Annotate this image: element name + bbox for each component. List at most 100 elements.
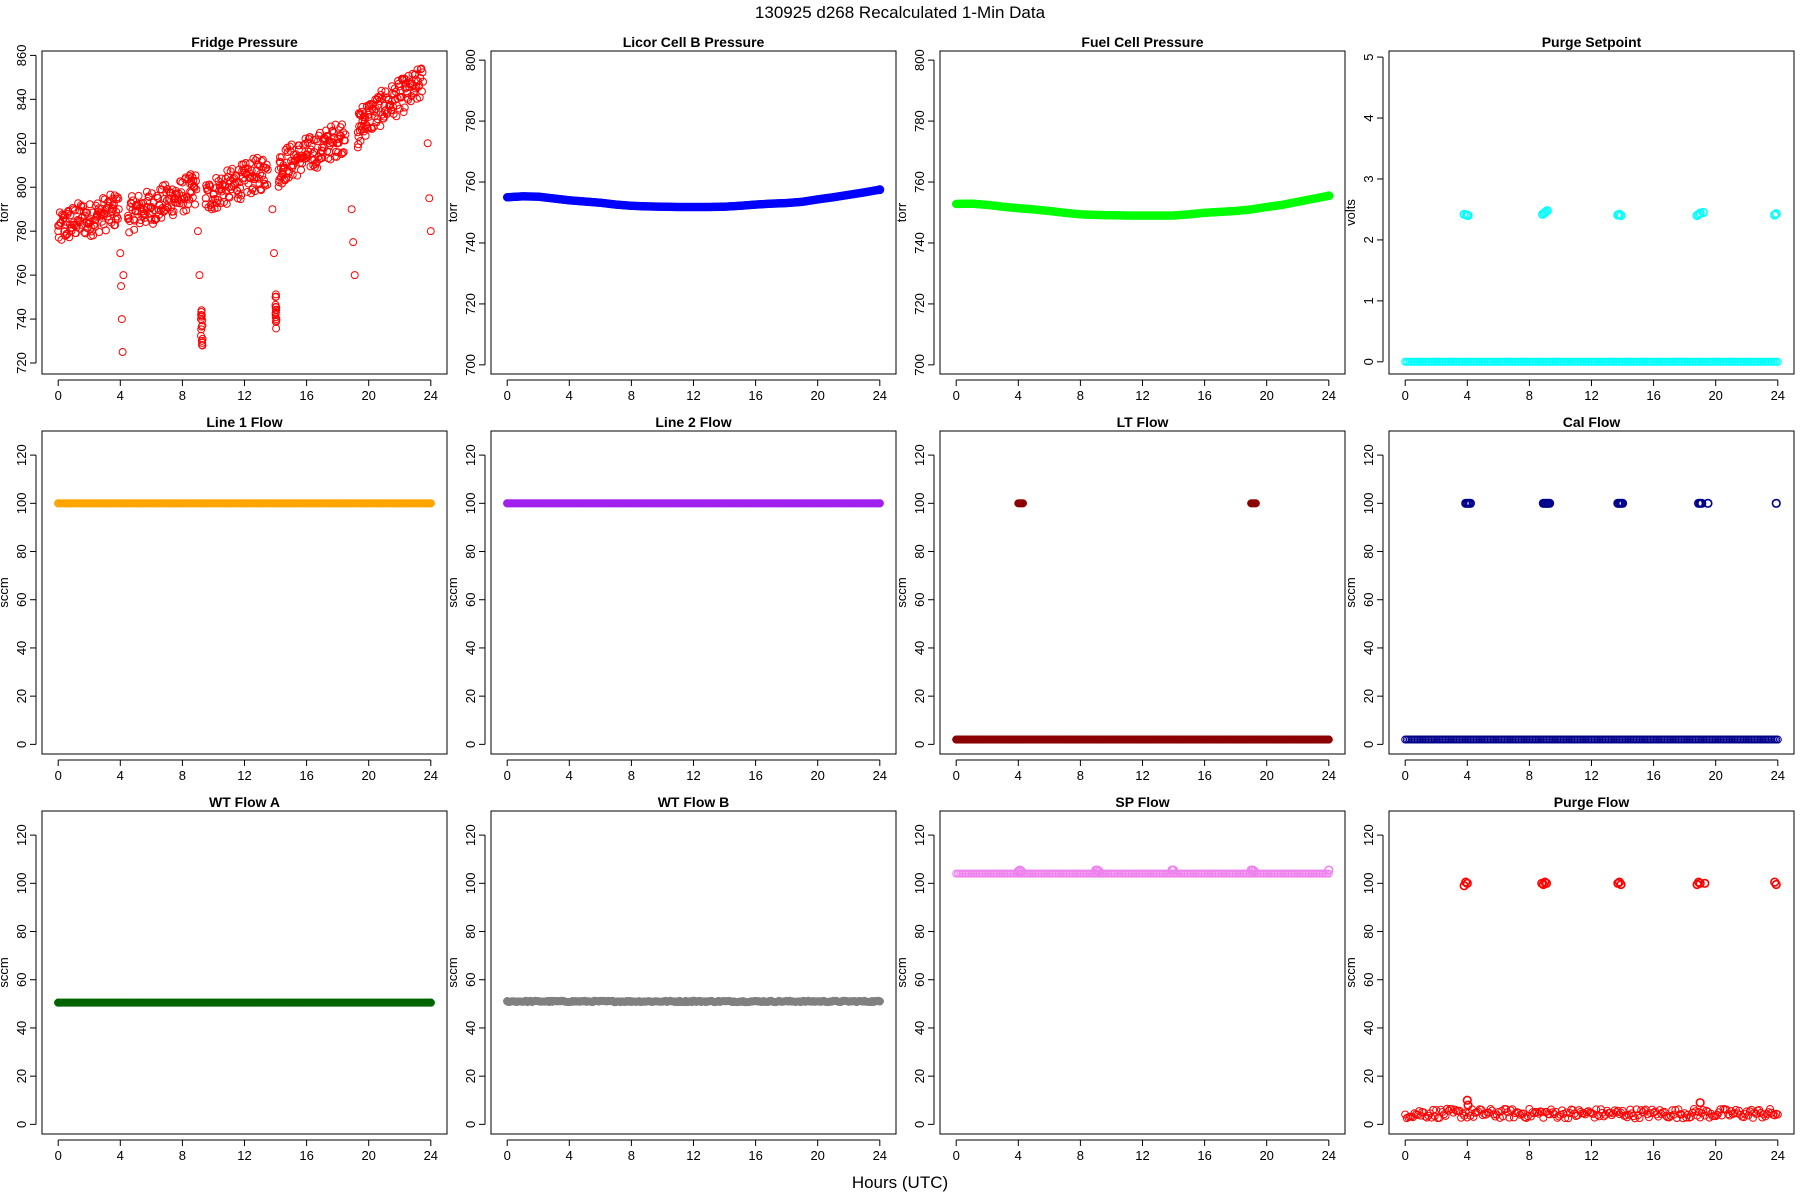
data-point [1614, 209, 1625, 219]
y-tick-label: 720 [14, 352, 29, 374]
data-point [243, 164, 252, 173]
data-point [237, 191, 246, 200]
data-point [168, 211, 177, 220]
data-point [113, 192, 122, 201]
data-point [268, 205, 277, 214]
x-tick-label: 0 [504, 1148, 511, 1163]
x-tick-label: 4 [1015, 768, 1022, 783]
data-point [285, 142, 294, 151]
y-tick-label: 60 [1361, 972, 1376, 986]
data-point [97, 204, 106, 213]
x-tick-label: 4 [1464, 388, 1471, 403]
x-tick-label: 16 [748, 768, 762, 783]
data-point [198, 321, 207, 330]
panel: LT Flow sccm 0 4 8 12 16 20 24 0 20 40 60 80 100 120 [894, 414, 1346, 783]
data-point [368, 104, 377, 113]
x-tick-label: 16 [1197, 1148, 1211, 1163]
data-point [1324, 735, 1333, 744]
data-point [165, 194, 174, 203]
y-tick-label: 100 [463, 492, 478, 514]
data-point [134, 191, 143, 200]
x-tick-label: 12 [1584, 1148, 1598, 1163]
data-point [337, 150, 346, 159]
x-tick-label: 8 [1526, 1148, 1533, 1163]
data-point [1542, 206, 1552, 216]
data-point [329, 138, 338, 147]
data-point [198, 338, 207, 347]
panel-title: WT Flow A [209, 794, 280, 810]
plot-frame [939, 430, 1346, 755]
data-point [338, 149, 347, 158]
data-point [400, 103, 409, 112]
x-tick-label: 8 [1077, 388, 1084, 403]
y-axis-label: sccm [0, 577, 11, 607]
data-point [375, 97, 384, 106]
panel: SP Flow sccm 0 4 8 12 16 20 24 0 20 40 60 80 100 120 [894, 794, 1346, 1163]
y-tick-label: 100 [14, 872, 29, 894]
panel-title: Purge Setpoint [1542, 34, 1642, 50]
panel-title: Licor Cell B Pressure [623, 34, 765, 50]
plot-frame [490, 430, 897, 755]
y-tick-label: 800 [463, 49, 478, 71]
x-tick-label: 24 [424, 1148, 438, 1163]
y-tick-label: 40 [912, 1021, 927, 1035]
x-tick-label: 20 [1259, 768, 1273, 783]
y-tick-label: 780 [463, 110, 478, 132]
x-tick-label: 16 [299, 388, 313, 403]
panel-title: SP Flow [1115, 794, 1169, 810]
x-tick-label: 20 [361, 388, 375, 403]
y-tick-label: 80 [912, 924, 927, 938]
x-tick-label: 16 [748, 1148, 762, 1163]
y-tick-label: 720 [463, 293, 478, 315]
y-tick-label: 740 [14, 308, 29, 330]
data-point [272, 303, 281, 312]
x-tick-label: 16 [299, 1148, 313, 1163]
data-point [178, 199, 187, 208]
y-tick-label: 120 [14, 444, 29, 466]
data-point [169, 207, 178, 216]
data-point [263, 180, 272, 189]
data-point [1018, 499, 1028, 508]
y-axis-label: torr [0, 202, 11, 222]
data-point [89, 231, 98, 240]
panel-title: Fridge Pressure [191, 34, 298, 50]
data-point [272, 305, 281, 314]
y-axis-label: torr [894, 202, 909, 222]
y-tick-label: 80 [1361, 924, 1376, 938]
x-tick-label: 4 [117, 768, 124, 783]
data-point [116, 249, 125, 258]
data-point [147, 215, 156, 224]
x-tick-label: 24 [1771, 768, 1785, 783]
plot-frame [1388, 430, 1795, 755]
data-point [176, 177, 185, 186]
data-point [393, 94, 402, 103]
y-tick-label: 20 [912, 1069, 927, 1083]
x-tick-label: 20 [1708, 388, 1722, 403]
data-point [1251, 499, 1260, 508]
data-point [191, 171, 200, 180]
panel: Line 2 Flow sccm 0 4 8 12 16 20 24 0 20 40 60 80 100 12… [445, 414, 897, 783]
panel: Fridge Pressure torr 0 4 8 12 16 20 24 720 740 760 7… [0, 34, 448, 403]
y-tick-label: 20 [14, 689, 29, 703]
data-point [1771, 498, 1781, 508]
data-point [272, 316, 281, 325]
x-tick-label: 4 [117, 1148, 124, 1163]
data-point [400, 74, 409, 83]
data-point [338, 120, 347, 129]
panel: WT Flow A sccm 0 4 8 12 16 20 24 0 20 40 60 80 100 120 [0, 794, 448, 1163]
x-tick-label: 4 [1015, 1148, 1022, 1163]
panel: Line 1 Flow sccm 0 4 8 12 16 20 24 0 20 40 60 80 100 12… [0, 414, 448, 783]
data-point [197, 311, 206, 320]
x-tick-label: 24 [1322, 1148, 1336, 1163]
data-point [246, 174, 255, 183]
data-point [389, 110, 398, 119]
y-tick-label: 60 [14, 972, 29, 986]
data-point [198, 341, 207, 350]
y-tick-label: 780 [912, 110, 927, 132]
data-point [130, 225, 139, 234]
x-tick-label: 8 [1526, 388, 1533, 403]
y-tick-label: 0 [463, 741, 478, 748]
data-point [90, 221, 99, 230]
data-point [272, 324, 281, 333]
data-point [105, 215, 114, 224]
